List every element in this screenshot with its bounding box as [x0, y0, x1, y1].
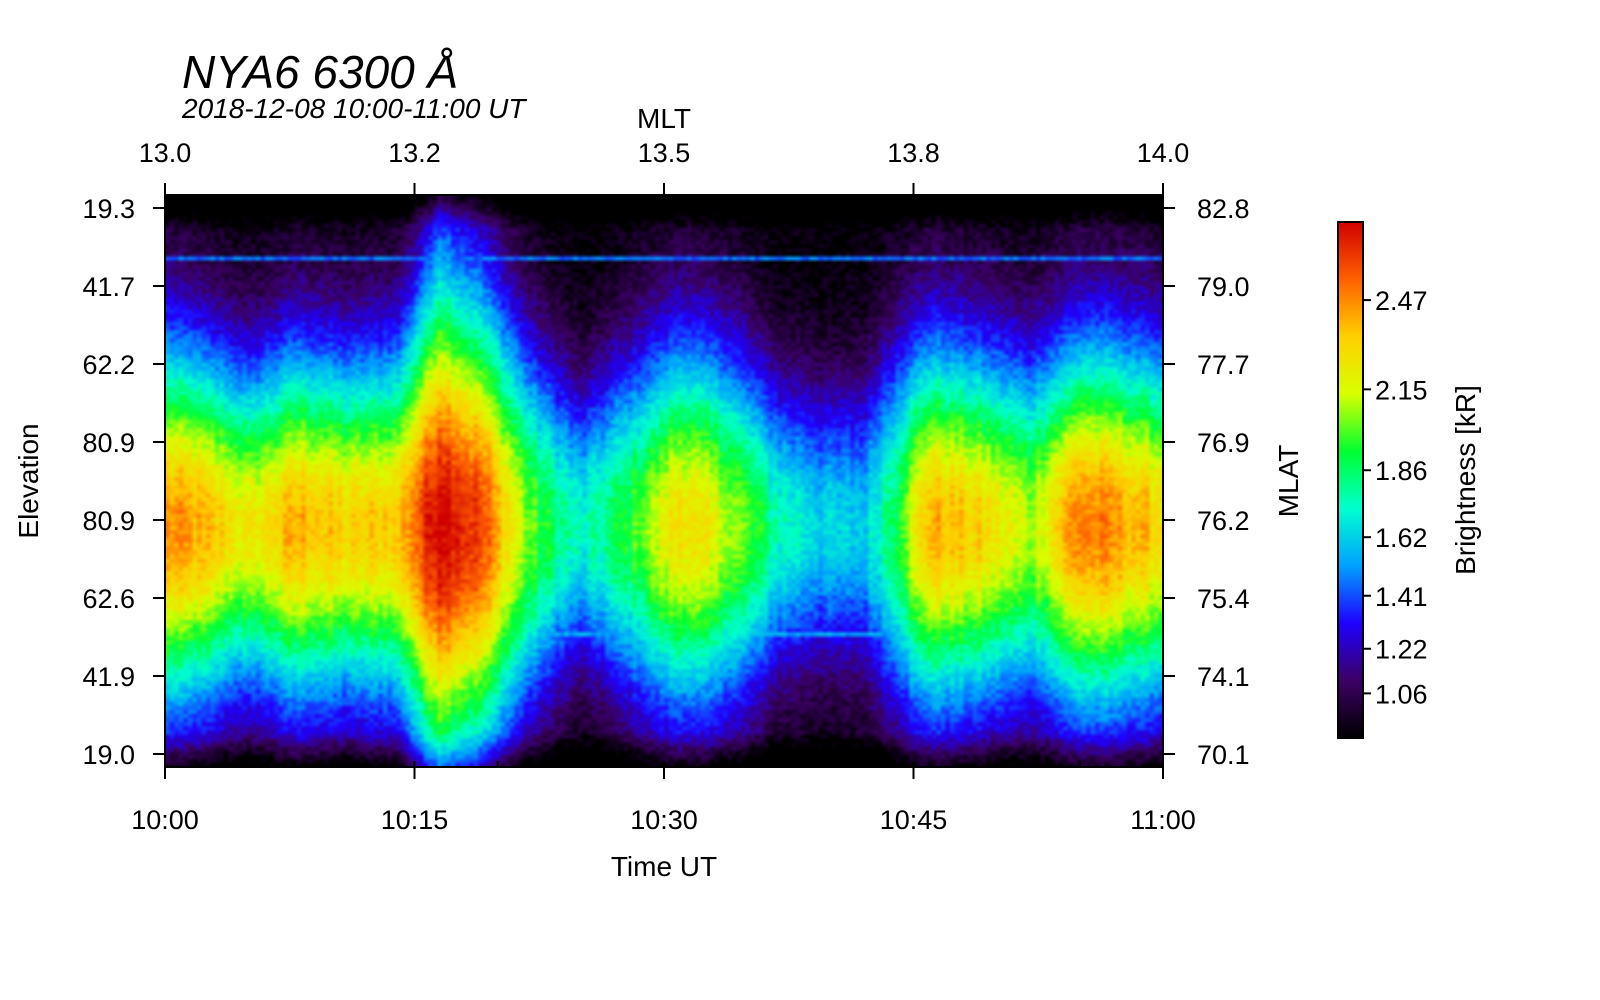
x-top-tick-label: 13.8 — [887, 138, 940, 168]
x-top-tick-label: 13.2 — [388, 138, 441, 168]
y-left-axis-label: Elevation — [13, 423, 44, 538]
x-tick-label: 10:30 — [630, 805, 698, 835]
colorbar-tick-label: 1.06 — [1375, 679, 1428, 709]
y-right-axis-label: MLAT — [1273, 445, 1304, 518]
colorbar-tick-label: 2.47 — [1375, 286, 1428, 316]
x-tick-label: 10:45 — [880, 805, 948, 835]
heatmap-plot — [164, 194, 1164, 768]
y-left-tick-label: 62.6 — [82, 584, 135, 614]
x-top-axis-label: MLT — [637, 103, 691, 134]
y-right-tick-label: 77.7 — [1197, 350, 1250, 380]
y-right-tick-label: 76.9 — [1197, 428, 1250, 458]
x-top-tick-label: 13.0 — [139, 138, 192, 168]
y-right-tick-label: 82.8 — [1197, 194, 1250, 224]
y-left-tick-label: 80.9 — [82, 428, 135, 458]
colorbar-tick-label: 1.62 — [1375, 523, 1428, 553]
x-tick-label: 10:15 — [381, 805, 449, 835]
y-right-tick-label: 79.0 — [1197, 272, 1250, 302]
chart-subtitle: 2018-12-08 10:00-11:00 UT — [181, 93, 527, 124]
colorbar-tick-label: 1.86 — [1375, 456, 1428, 486]
colorbar-gradient — [1337, 221, 1364, 739]
y-left-tick-label: 19.3 — [82, 194, 135, 224]
colorbar-tick-label: 1.41 — [1375, 582, 1428, 612]
y-right-tick-label: 74.1 — [1197, 662, 1250, 692]
y-left-tick-label: 62.2 — [82, 350, 135, 380]
x-top-tick-label: 13.5 — [638, 138, 691, 168]
x-tick-label: 11:00 — [1130, 805, 1196, 835]
y-left-tick-label: 41.7 — [82, 272, 135, 302]
chart-title: NYA6 6300 Å — [182, 46, 458, 98]
x-axis-label: Time UT — [611, 851, 717, 882]
y-left-tick-label: 41.9 — [82, 662, 135, 692]
colorbar-tick-label: 1.22 — [1375, 635, 1428, 665]
axis-ticks: 10:00 10:15 10:30 10:45 11:00 13.0 13.2 13.5 13.… — [82, 138, 1249, 835]
heatmap-image — [165, 195, 1163, 767]
colorbar-label: Brightness [kR] — [1450, 385, 1481, 575]
colorbar: 2.47 2.15 1.86 1.62 1.41 1.22 1.06 Brightness … — [1337, 221, 1481, 739]
x-top-tick-label: 14.0 — [1137, 138, 1190, 168]
y-right-tick-label: 70.1 — [1197, 740, 1250, 770]
colorbar-ticks: 2.47 2.15 1.86 1.62 1.41 1.22 1.06 — [1363, 286, 1428, 709]
x-tick-label: 10:00 — [131, 805, 199, 835]
y-right-tick-label: 76.2 — [1197, 506, 1250, 536]
y-right-tick-label: 75.4 — [1197, 584, 1250, 614]
y-left-tick-label: 19.0 — [82, 740, 135, 770]
y-left-tick-label: 80.9 — [82, 506, 135, 536]
colorbar-tick-label: 2.15 — [1375, 375, 1428, 405]
